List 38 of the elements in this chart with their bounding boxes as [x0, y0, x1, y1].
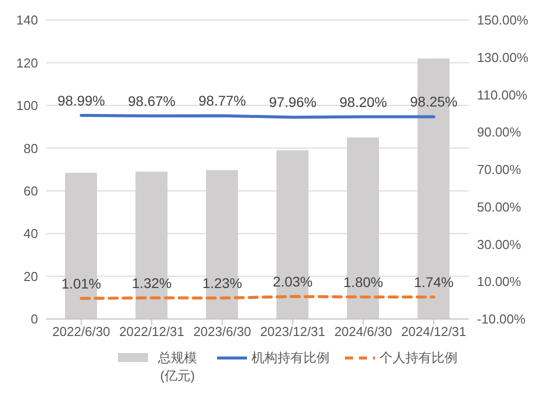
y2-tick-label: -10.00%	[477, 312, 526, 327]
y-tick-label: 40	[24, 226, 38, 242]
y2-tick-label: 50.00%	[477, 199, 522, 214]
x-tick-label: 2022/12/31	[119, 324, 184, 340]
data-label: 1.74%	[414, 274, 454, 290]
legend-label: 总规模 (亿元)	[157, 349, 198, 385]
y-tick-label: 0	[30, 312, 38, 327]
y2-tick-label: 30.00%	[477, 236, 522, 252]
y-tick-label: 80	[24, 140, 38, 156]
data-label: 98.99%	[58, 92, 105, 108]
y2-tick-label: 70.00%	[477, 162, 522, 178]
y-tick-label: 20	[24, 268, 38, 284]
data-label: 1.32%	[132, 274, 172, 291]
x-tick-label: 2023/12/31	[260, 324, 326, 340]
data-label: 98.77%	[198, 92, 246, 109]
y2-tick-label: 10.00%	[477, 274, 522, 290]
y2-tick-label: 90.00%	[477, 124, 522, 140]
y-tick-label: 60	[24, 183, 38, 198]
x-tick-label: 2024/6/30	[334, 324, 392, 340]
legend-label: 个人持有比例	[380, 349, 458, 367]
data-label: 1.01%	[61, 275, 102, 292]
y-tick-label: 140	[16, 12, 38, 28]
y2-tick-label: 130.00%	[477, 50, 529, 65]
data-label: 1.80%	[343, 274, 384, 290]
data-label: 98.67%	[128, 92, 176, 109]
y2-tick-label: 110.00%	[477, 87, 528, 102]
data-label: 98.25%	[410, 94, 458, 110]
y2-tick-label: 150.00%	[477, 12, 529, 28]
x-tick-label: 2024/12/31	[401, 324, 466, 340]
data-label: 1.23%	[202, 275, 242, 292]
y-tick-label: 120	[16, 55, 38, 70]
data-label: 2.03%	[272, 274, 313, 290]
y-tick-label: 100	[16, 98, 38, 114]
x-tick-label: 2022/6/30	[52, 324, 110, 340]
x-tick-label: 2023/6/30	[193, 324, 252, 340]
data-label: 98.20%	[340, 94, 387, 110]
data-label: 97.96%	[269, 94, 316, 110]
legend-label: 机构持有比例	[252, 349, 330, 367]
